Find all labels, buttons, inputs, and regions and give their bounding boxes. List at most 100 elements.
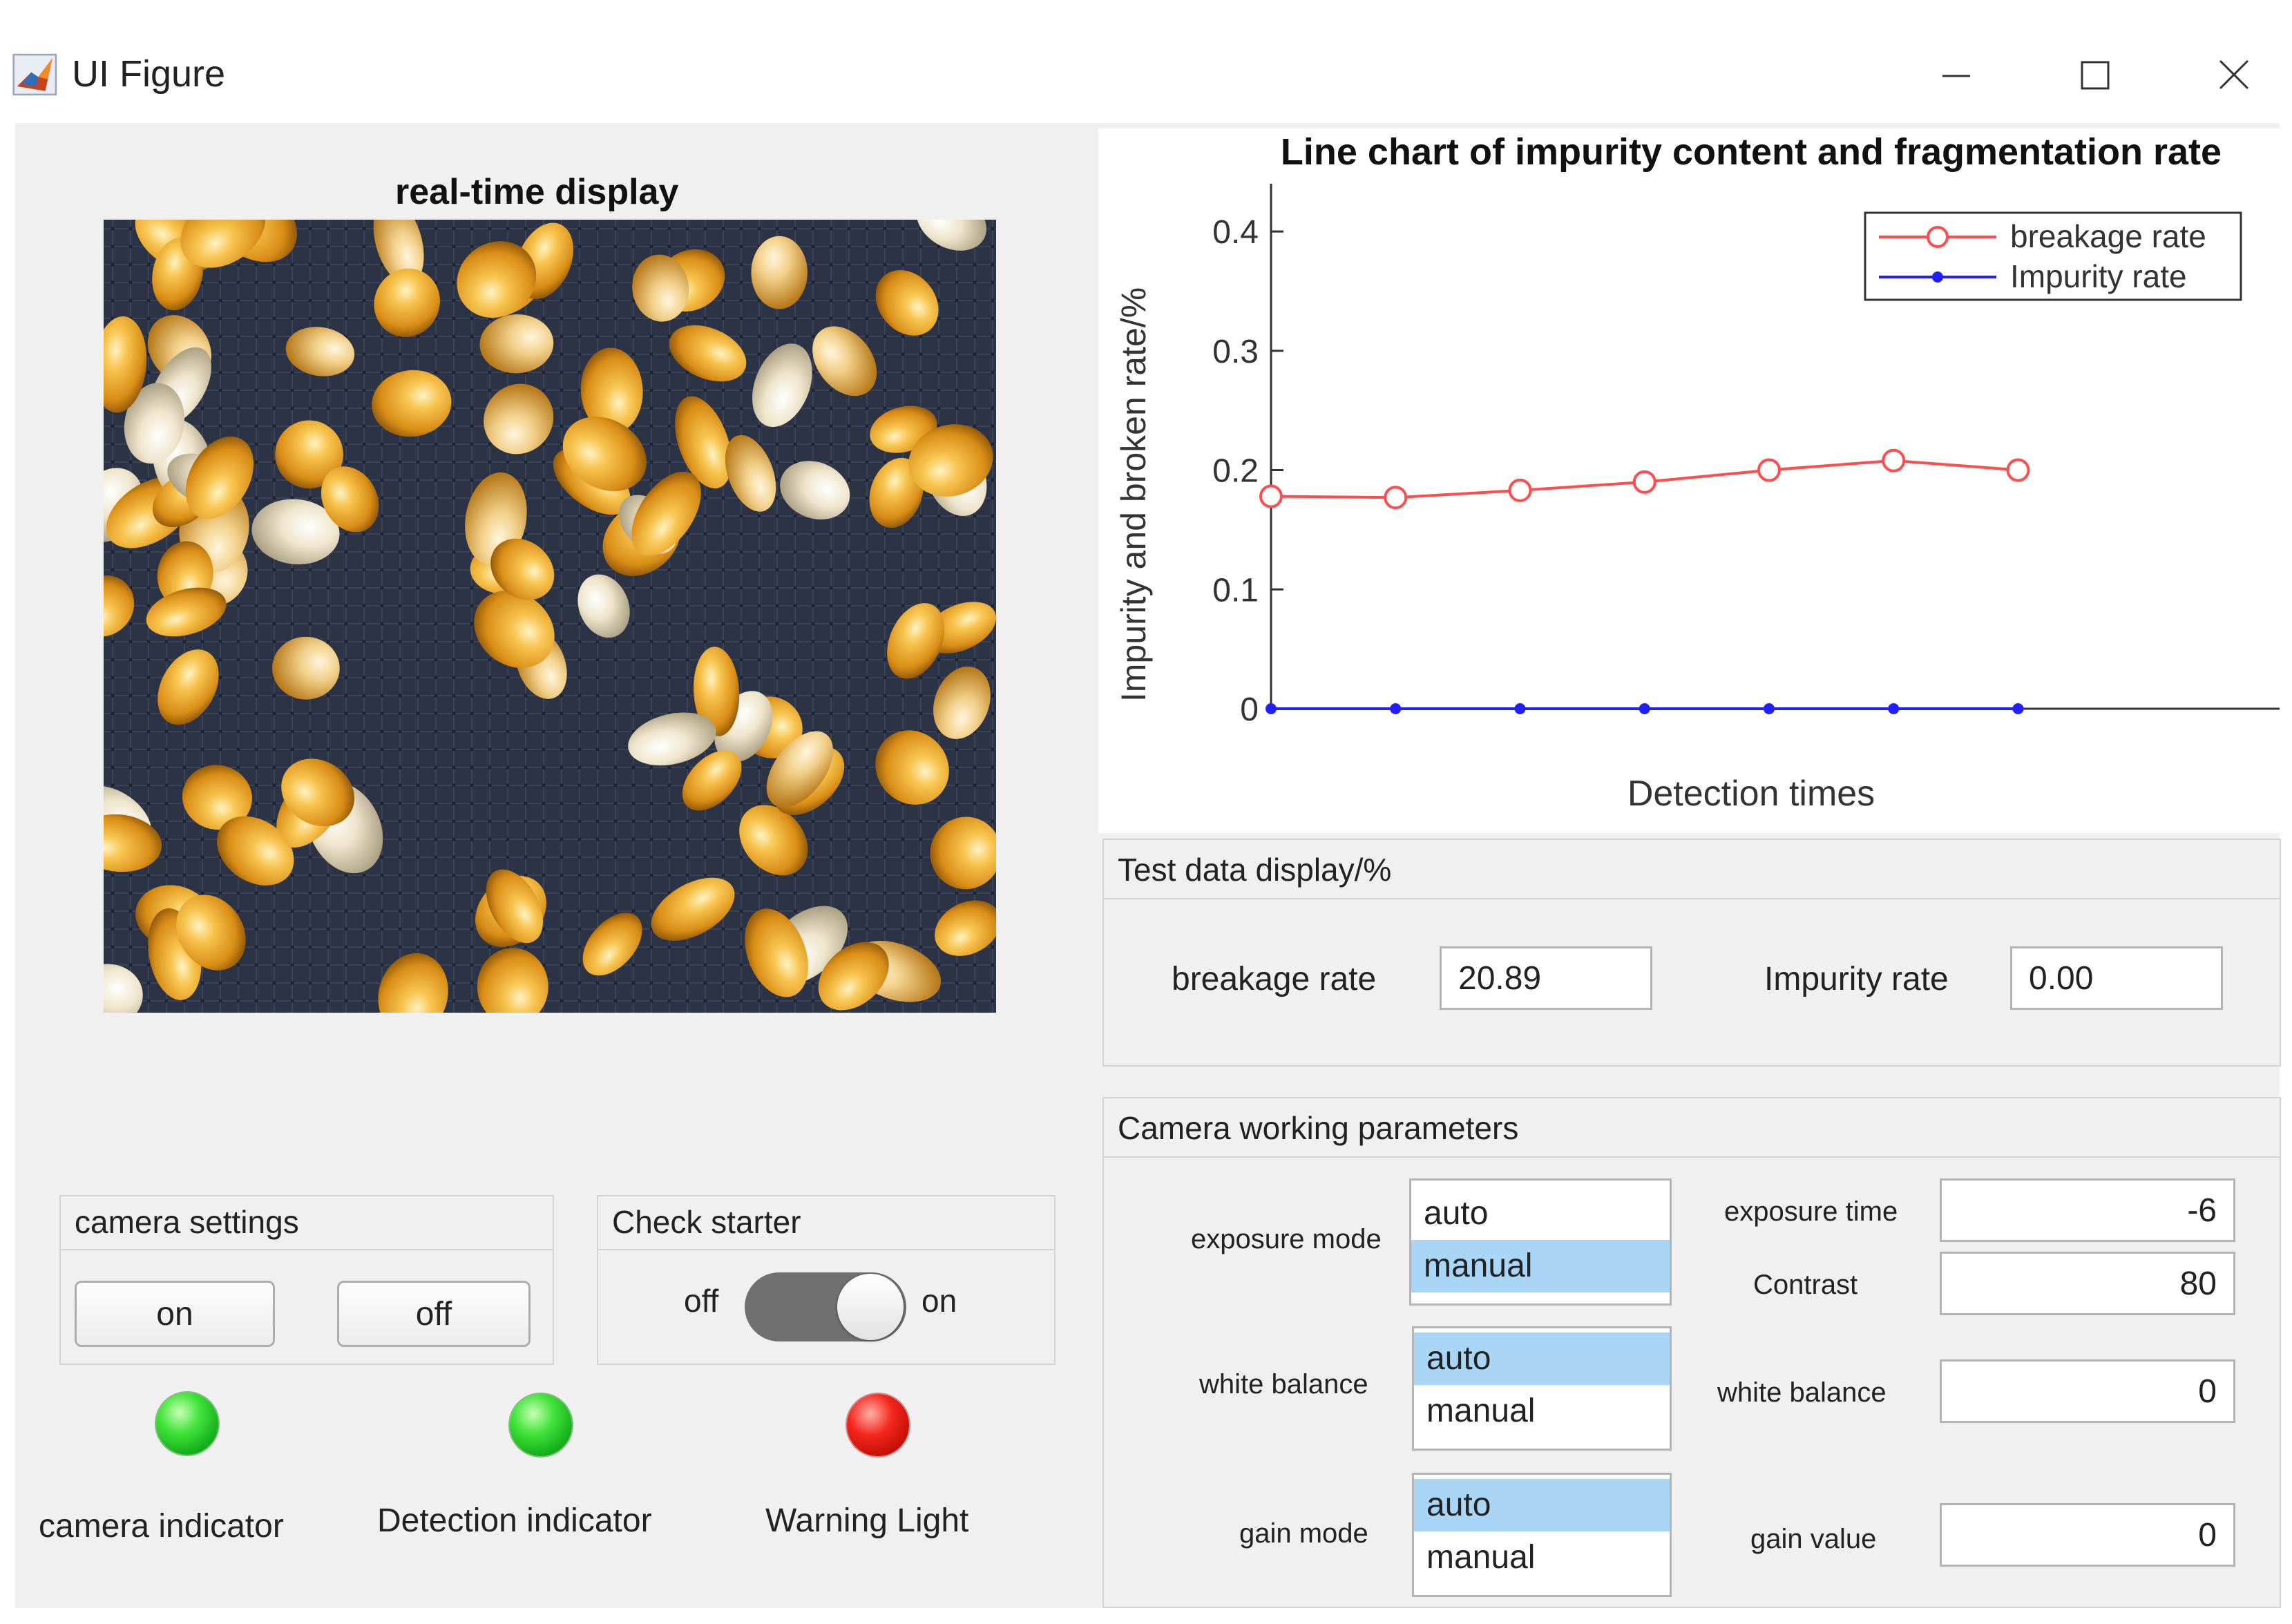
- corn-kernel: [185, 436, 254, 519]
- white-balance-mode-listbox[interactable]: auto manual: [1412, 1326, 1672, 1451]
- impurity-rate-point: [1390, 703, 1402, 714]
- test-data-header: Test data display/%: [1104, 840, 2280, 899]
- corn-kernel: [474, 591, 555, 668]
- corn-kernel: [580, 347, 643, 434]
- exposure-mode-option-auto[interactable]: auto: [1424, 1195, 1489, 1232]
- switch-off-label: off: [684, 1283, 719, 1319]
- legend-marker-impurity: [1932, 271, 1943, 283]
- corn-kernel: [285, 327, 355, 376]
- impurity-rate-point: [1514, 703, 1526, 714]
- display-title: real-time display: [395, 172, 679, 212]
- corn-kernel: [272, 636, 340, 700]
- corn-kernel: [275, 420, 343, 489]
- corn-kernel: [628, 712, 716, 766]
- corn-kernel: [104, 964, 143, 1013]
- exposure-time-field[interactable]: [1940, 1178, 2235, 1242]
- white-balance-value-field[interactable]: [1940, 1359, 2235, 1423]
- corn-kernel: [490, 538, 555, 600]
- camera-off-button[interactable]: off: [337, 1281, 531, 1347]
- switch-knob[interactable]: [837, 1274, 904, 1340]
- corn-kernel: [457, 241, 537, 318]
- corn-kernel: [477, 948, 548, 1013]
- breakage-rate-field[interactable]: [1440, 946, 1652, 1010]
- corn-kernel: [930, 816, 996, 890]
- exposure-mode-listbox[interactable]: auto manual: [1409, 1178, 1672, 1306]
- legend-marker-breakage: [1927, 226, 1949, 248]
- impurity-rate-field[interactable]: [2010, 946, 2223, 1010]
- breakage-rate-point: [1632, 470, 1656, 494]
- camera-settings-title: camera settings: [75, 1204, 299, 1240]
- chart-x-label: Detection times: [1627, 774, 1875, 814]
- corn-kernel: [933, 666, 991, 739]
- corn-kernel: [935, 900, 996, 956]
- corn-kernel: [281, 758, 355, 827]
- breakage-rate-point: [1882, 448, 1906, 472]
- corn-kernel: [766, 731, 833, 808]
- breakage-rate-label: breakage rate: [1172, 961, 1377, 997]
- minimize-icon: [1942, 75, 1970, 77]
- white-balance-option-manual[interactable]: manual: [1426, 1393, 1536, 1429]
- corn-kernel: [104, 575, 135, 637]
- exposure-mode-option-manual[interactable]: manual: [1411, 1240, 1670, 1292]
- corn-kernel: [486, 869, 544, 944]
- gain-mode-label: gain mode: [1239, 1518, 1368, 1549]
- contrast-field[interactable]: [1940, 1252, 2235, 1315]
- corn-kernel: [479, 314, 554, 374]
- corn-kernel: [484, 383, 554, 455]
- corn-kernel: [682, 750, 742, 811]
- corn-kernel: [751, 236, 808, 309]
- chart-title: Line chart of impurity content and fragm…: [1281, 131, 2222, 173]
- breakage-rate-point: [1508, 478, 1532, 502]
- check-starter-switch[interactable]: [745, 1272, 906, 1341]
- white-balance-option-auto[interactable]: auto: [1414, 1332, 1670, 1385]
- corn-kernel: [104, 316, 147, 413]
- corn-kernel: [875, 269, 939, 336]
- corn-kernel: [216, 816, 294, 886]
- maximize-button[interactable]: [2061, 41, 2128, 108]
- gain-mode-listbox[interactable]: auto manual: [1412, 1473, 1672, 1597]
- warning-light-label: Warning Light: [765, 1502, 969, 1539]
- chart-y-tick-label: 0: [1240, 691, 1259, 728]
- corn-kernels-camera-image: [104, 220, 996, 1013]
- impurity-rate-label: Impurity rate: [1764, 961, 1949, 997]
- impurity-rate-point: [1266, 703, 1277, 714]
- corn-kernel: [180, 220, 266, 268]
- breakage-rate-point: [1259, 484, 1283, 508]
- corn-kernel: [632, 254, 689, 322]
- gain-mode-option-auto[interactable]: auto: [1414, 1479, 1670, 1531]
- chart-y-label: Impurity and broken rate/%: [1114, 287, 1153, 702]
- camera-on-button[interactable]: on: [75, 1281, 275, 1347]
- check-starter-panel: Check starter off on: [597, 1195, 1056, 1365]
- corn-kernel: [669, 325, 747, 382]
- chart-y-tick-label: 0.1: [1212, 572, 1259, 609]
- corn-kernel: [916, 220, 987, 251]
- corn-kernel: [104, 814, 162, 872]
- corn-kernel: [562, 417, 647, 492]
- minimize-button[interactable]: [1923, 41, 1989, 108]
- chart-series: [1259, 448, 2030, 714]
- camera-settings-header: camera settings: [61, 1196, 553, 1250]
- corn-kernel: [780, 461, 850, 520]
- corn-kernel: [869, 457, 924, 528]
- maximize-icon: [2081, 61, 2110, 90]
- gain-value-field[interactable]: [1940, 1503, 2235, 1567]
- impurity-rate-point: [1763, 703, 1775, 714]
- impurity-rate-point: [2012, 703, 2024, 714]
- window-title: UI Figure: [72, 53, 226, 95]
- corn-kernel: [251, 499, 340, 565]
- gain-mode-option-manual[interactable]: manual: [1426, 1539, 1536, 1576]
- legend-label-impurity: Impurity rate: [2010, 258, 2187, 294]
- chart-y-tick-label: 0.2: [1212, 453, 1259, 490]
- check-starter-header: Check starter: [598, 1196, 1054, 1250]
- switch-on-label: on: [921, 1283, 957, 1319]
- impurity-rate-point: [1888, 703, 1900, 714]
- corn-kernel: [908, 424, 993, 497]
- corn-kernel: [157, 649, 219, 725]
- chart-y-tick-label: 0.3: [1212, 334, 1259, 370]
- corn-kernel: [146, 587, 227, 637]
- check-starter-title: Check starter: [612, 1204, 801, 1240]
- corn-kernel: [372, 370, 452, 437]
- corn-kernel: [812, 326, 877, 397]
- corn-kernel: [745, 908, 808, 997]
- close-button[interactable]: [2201, 41, 2267, 108]
